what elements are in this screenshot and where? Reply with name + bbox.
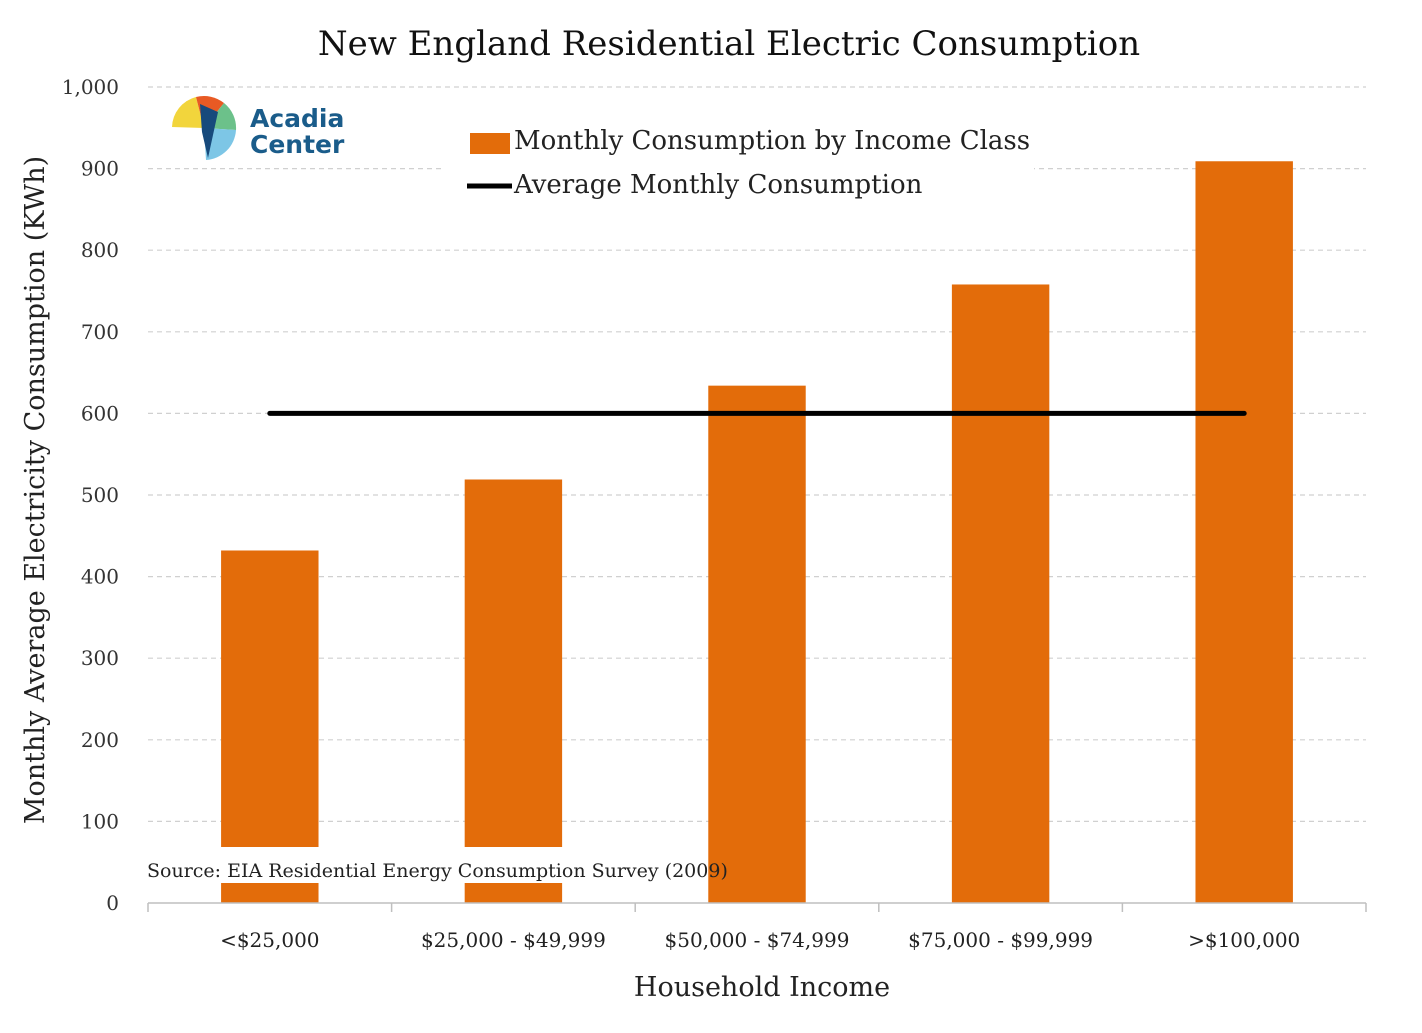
y-tick-label: 300 — [81, 646, 119, 670]
legend-swatch-bars — [470, 133, 510, 154]
x-tick-label: $75,000 - $99,999 — [908, 928, 1093, 952]
logo-text-line1: Acadia — [250, 104, 344, 133]
bar — [708, 385, 806, 903]
logo-text-line2: Center — [250, 130, 345, 159]
chart-title: New England Residential Electric Consump… — [318, 24, 1140, 64]
legend-label-bars: Monthly Consumption by Income Class — [514, 126, 1030, 156]
y-tick-label: 900 — [81, 157, 119, 181]
y-tick-label: 0 — [106, 891, 119, 915]
bar — [951, 284, 1050, 903]
logo-mark-icon — [172, 95, 237, 160]
x-tick-label: $25,000 - $49,999 — [421, 928, 606, 952]
y-tick-label: 600 — [81, 401, 119, 425]
x-axis-ticks: <$25,000 $25,000 - $49,999 $50,000 - $74,9… — [147, 903, 1367, 952]
bar-series — [221, 161, 1293, 904]
x-tick-label: >$100,000 — [1188, 928, 1300, 952]
y-tick-label: 500 — [81, 483, 119, 507]
source-note: Source: EIA Residential Energy Consumpti… — [147, 860, 728, 882]
bar — [464, 479, 563, 903]
x-tick-label: $50,000 - $74,999 — [665, 928, 850, 952]
legend-background — [442, 118, 1034, 210]
y-tick-label: 400 — [81, 565, 119, 589]
y-axis-ticks: 0 100 200 300 400 500 600 700 800 900 1,000 — [62, 75, 119, 915]
y-tick-label: 700 — [81, 320, 119, 344]
y-tick-label: 800 — [81, 238, 119, 262]
x-tick-label: <$25,000 — [220, 928, 319, 952]
y-axis-title: Monthly Average Electricity Consumption … — [20, 156, 51, 824]
bar — [221, 550, 319, 903]
y-tick-label: 200 — [81, 728, 119, 752]
legend: Monthly Consumption by Income Class Aver… — [442, 118, 1034, 210]
y-tick-label: 100 — [81, 809, 119, 833]
legend-label-line: Average Monthly Consumption — [513, 170, 923, 200]
bar — [1195, 161, 1293, 904]
x-axis-title: Household Income — [634, 972, 890, 1003]
source-note-background — [140, 847, 685, 883]
acadia-center-logo: Acadia Center — [160, 92, 360, 168]
y-tick-label: 1,000 — [62, 75, 119, 99]
